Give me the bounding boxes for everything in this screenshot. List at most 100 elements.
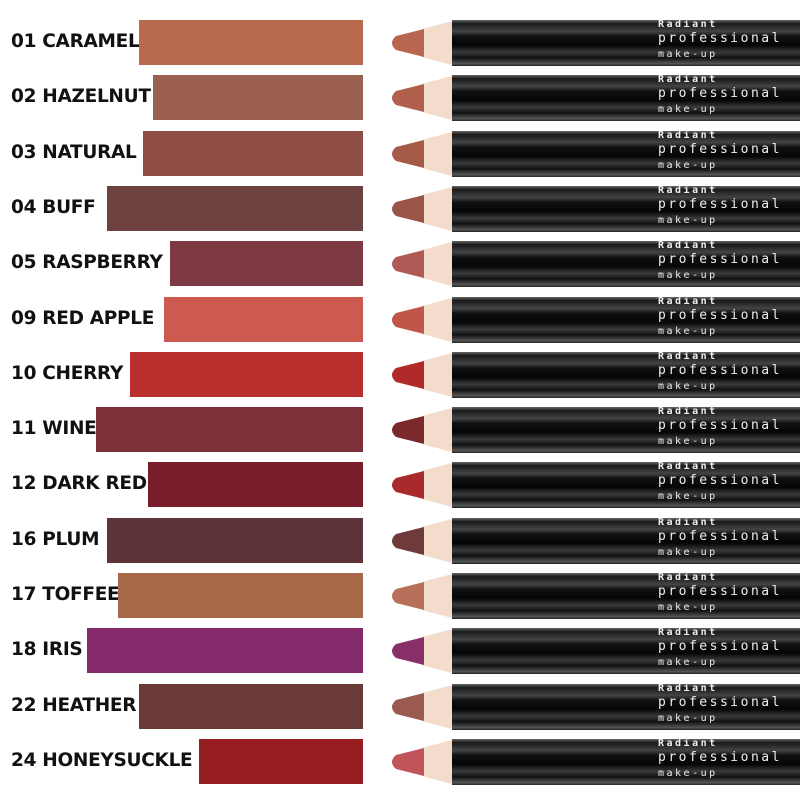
lip-pencil: Radiant professional make-up xyxy=(388,683,800,731)
lip-pencil: Radiant professional make-up xyxy=(388,296,800,344)
brand-subline: make-up xyxy=(658,381,718,392)
pencil-body xyxy=(452,75,800,121)
brand-tagline: professional xyxy=(658,584,782,599)
shade-row: 09 RED APPLE Radiant professional make-u… xyxy=(0,296,800,344)
shade-swatch xyxy=(139,684,363,729)
brand-name: Radiant xyxy=(658,517,718,528)
brand-tagline: professional xyxy=(658,197,782,212)
shade-swatch xyxy=(143,131,363,176)
shade-swatch xyxy=(107,186,363,231)
pencil-tip xyxy=(392,250,424,278)
pencil-wood xyxy=(422,574,452,618)
pencil-wood xyxy=(422,519,452,563)
brand-name: Radiant xyxy=(658,130,718,141)
lip-pencil: Radiant professional make-up xyxy=(388,19,800,67)
pencil-wood xyxy=(422,242,452,286)
shade-label: 18 IRIS xyxy=(11,639,83,660)
brand-name: Radiant xyxy=(658,406,718,417)
shade-swatch xyxy=(153,75,363,120)
pencil-graphic xyxy=(392,352,800,398)
shade-swatch xyxy=(118,573,363,618)
pencil-graphic xyxy=(392,186,800,232)
brand-tagline: professional xyxy=(658,86,782,101)
shade-label: 10 CHERRY xyxy=(11,363,124,384)
pencil-graphic xyxy=(392,131,800,177)
brand-tagline: professional xyxy=(658,418,782,433)
brand-tagline: professional xyxy=(658,473,782,488)
pencil-body xyxy=(452,20,800,66)
brand-name: Radiant xyxy=(658,19,718,30)
pencil-body xyxy=(452,131,800,177)
pencil-graphic xyxy=(392,407,800,453)
shade-row: 22 HEATHER Radiant professional make-up xyxy=(0,683,800,731)
shade-swatch xyxy=(139,20,363,65)
pencil-wood xyxy=(422,408,452,452)
brand-name: Radiant xyxy=(658,74,718,85)
pencil-tip xyxy=(392,637,424,665)
brand-subline: make-up xyxy=(658,602,718,613)
shade-row: 16 PLUM Radiant professional make-up xyxy=(0,517,800,565)
shade-row: 02 HAZELNUT Radiant professional make-up xyxy=(0,74,800,122)
pencil-wood xyxy=(422,21,452,65)
shade-row: 01 CARAMEL Radiant professional make-up xyxy=(0,19,800,67)
brand-tagline: professional xyxy=(658,363,782,378)
pencil-graphic xyxy=(392,684,800,730)
brand-tagline: professional xyxy=(658,31,782,46)
brand-name: Radiant xyxy=(658,683,718,694)
shade-label: 03 NATURAL xyxy=(11,142,137,163)
pencil-graphic xyxy=(392,297,800,343)
pencil-graphic xyxy=(392,518,800,564)
shade-label: 04 BUFF xyxy=(11,197,96,218)
brand-name: Radiant xyxy=(658,627,718,638)
pencil-wood xyxy=(422,76,452,120)
brand-subline: make-up xyxy=(658,547,718,558)
shade-row: 11 WINE Radiant professional make-up xyxy=(0,406,800,454)
pencil-tip xyxy=(392,527,424,555)
pencil-wood xyxy=(422,187,452,231)
brand-subline: make-up xyxy=(658,491,718,502)
pencil-body xyxy=(452,628,800,674)
shade-label: 11 WINE xyxy=(11,418,97,439)
pencil-graphic xyxy=(392,462,800,508)
shade-row: 12 DARK RED Radiant professional make-up xyxy=(0,461,800,509)
brand-name: Radiant xyxy=(658,296,718,307)
shade-swatch xyxy=(96,407,363,452)
pencil-tip xyxy=(392,140,424,168)
pencil-body xyxy=(452,684,800,730)
lip-pencil: Radiant professional make-up xyxy=(388,627,800,675)
shade-row: 10 CHERRY Radiant professional make-up xyxy=(0,351,800,399)
shade-swatch xyxy=(87,628,363,673)
shade-swatch xyxy=(107,518,363,563)
pencil-body xyxy=(452,186,800,232)
pencil-body xyxy=(452,573,800,619)
brand-tagline: professional xyxy=(658,529,782,544)
pencil-tip xyxy=(392,693,424,721)
pencil-wood xyxy=(422,353,452,397)
pencil-graphic xyxy=(392,628,800,674)
shade-label: 02 HAZELNUT xyxy=(11,86,151,107)
shade-swatch xyxy=(164,297,363,342)
brand-name: Radiant xyxy=(658,351,718,362)
lip-pencil: Radiant professional make-up xyxy=(388,185,800,233)
brand-subline: make-up xyxy=(658,270,718,281)
shade-row: 05 RASPBERRY Radiant professional make-u… xyxy=(0,240,800,288)
shade-swatch xyxy=(130,352,363,397)
brand-subline: make-up xyxy=(658,104,718,115)
pencil-wood xyxy=(422,629,452,673)
pencil-tip xyxy=(392,416,424,444)
pencil-graphic xyxy=(392,573,800,619)
pencil-wood xyxy=(422,685,452,729)
pencil-body xyxy=(452,462,800,508)
brand-subline: make-up xyxy=(658,215,718,226)
lip-pencil: Radiant professional make-up xyxy=(388,461,800,509)
shade-swatch xyxy=(148,462,363,507)
pencil-graphic xyxy=(392,739,800,785)
brand-tagline: professional xyxy=(658,308,782,323)
pencil-graphic xyxy=(392,241,800,287)
shade-label: 09 RED APPLE xyxy=(11,308,155,329)
brand-subline: make-up xyxy=(658,657,718,668)
shade-row: 18 IRIS Radiant professional make-up xyxy=(0,627,800,675)
lip-pencil: Radiant professional make-up xyxy=(388,406,800,454)
pencil-body xyxy=(452,241,800,287)
brand-tagline: professional xyxy=(658,750,782,765)
